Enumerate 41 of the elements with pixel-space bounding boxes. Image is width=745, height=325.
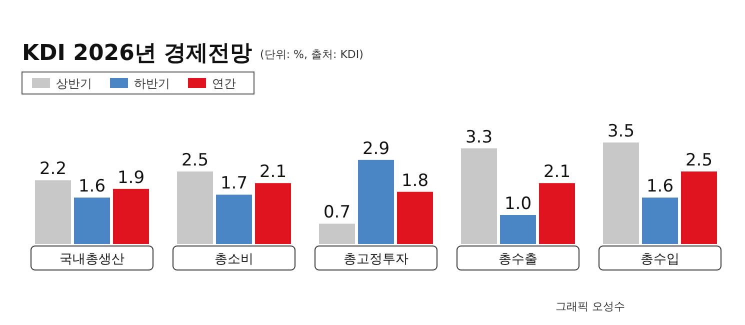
legend-label: 하반기 bbox=[134, 76, 170, 90]
x-tick-label: 총수입 bbox=[640, 252, 680, 267]
data-label: 2.9 bbox=[362, 138, 390, 159]
data-label: 2.2 bbox=[39, 159, 67, 180]
bar bbox=[500, 215, 536, 244]
data-label: 0.7 bbox=[323, 202, 351, 223]
data-label: 2.1 bbox=[543, 162, 571, 182]
bar bbox=[35, 180, 71, 244]
data-label: 1.8 bbox=[401, 170, 429, 191]
bar bbox=[319, 224, 355, 244]
data-label: 3.3 bbox=[465, 127, 493, 148]
data-label: 3.5 bbox=[607, 122, 635, 142]
bar bbox=[397, 192, 433, 244]
x-tick-label: 국내총생산 bbox=[60, 252, 124, 267]
x-tick-label: 총고정투자 bbox=[344, 252, 408, 267]
bar bbox=[681, 172, 717, 244]
bar bbox=[177, 172, 213, 244]
bar bbox=[74, 198, 110, 244]
data-label: 2.5 bbox=[685, 150, 713, 170]
data-label: 1.6 bbox=[646, 176, 674, 197]
x-tick-label: 총소비 bbox=[214, 252, 254, 267]
data-label: 1.0 bbox=[504, 194, 532, 214]
data-label: 2.5 bbox=[181, 150, 209, 170]
bar bbox=[113, 188, 149, 244]
bar bbox=[255, 183, 291, 244]
bar bbox=[603, 142, 639, 244]
data-label: 1.6 bbox=[78, 176, 106, 197]
bar bbox=[461, 148, 497, 244]
bar bbox=[216, 194, 252, 244]
text: 그래픽 오성수 bbox=[556, 300, 625, 313]
data-label: 2.1 bbox=[259, 162, 287, 182]
data-label: 1.7 bbox=[220, 174, 248, 194]
bar bbox=[539, 183, 575, 244]
data-label: 1.9 bbox=[117, 168, 145, 188]
x-tick-label: 총수출 bbox=[498, 252, 538, 267]
bar bbox=[642, 198, 678, 244]
legend-label: 상반기 bbox=[56, 76, 92, 90]
chart-subtitle: (단위: %, 출처: KDI) bbox=[260, 48, 364, 61]
legend-label: 연간 bbox=[212, 76, 236, 90]
chart-title: KDI 2026년 경제전망 bbox=[22, 41, 252, 66]
bar bbox=[358, 160, 394, 244]
